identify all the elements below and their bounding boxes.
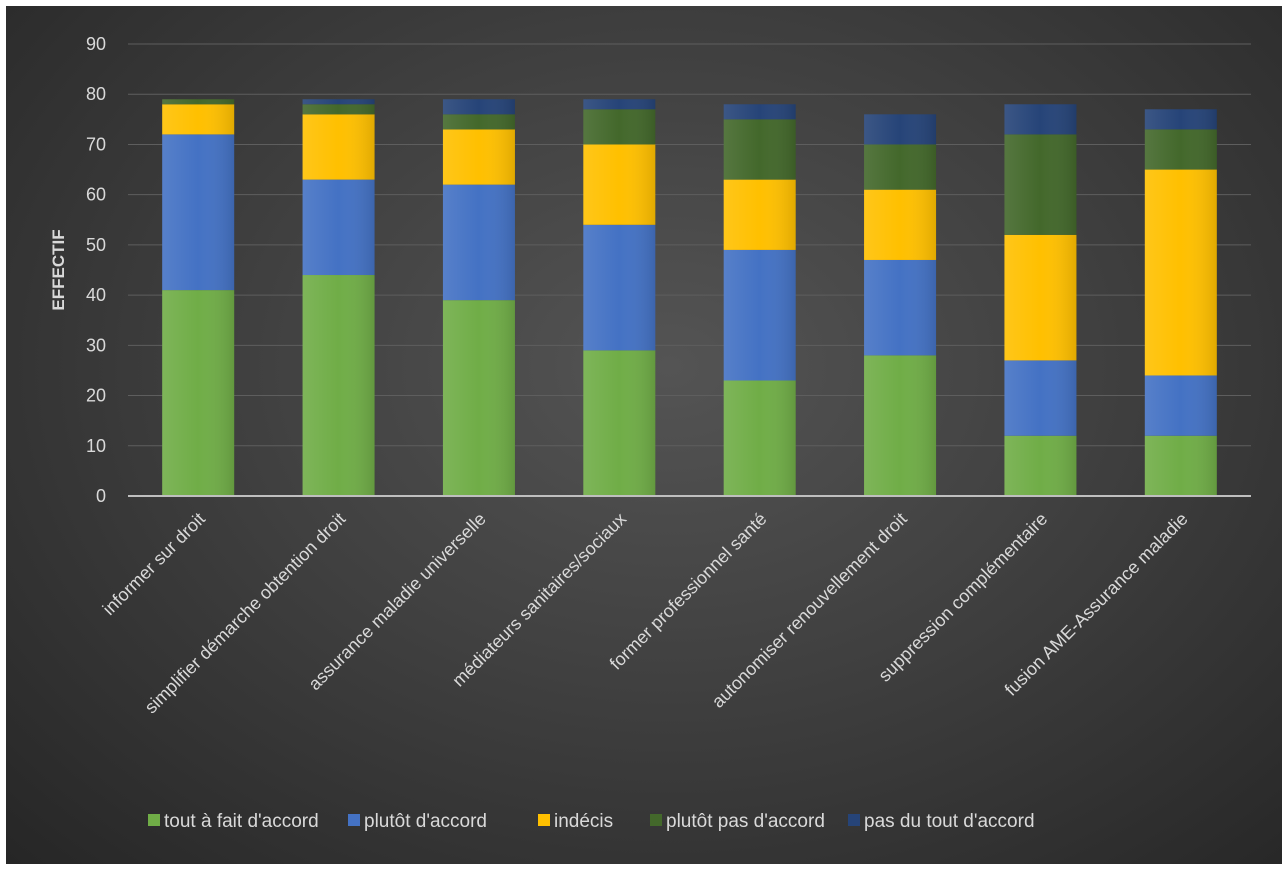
y-tick-label: 40 [86, 285, 106, 305]
bar-segment-shade [302, 99, 375, 105]
y-tick-label: 60 [86, 185, 106, 205]
bar-segment-shade [162, 104, 235, 135]
y-tick-label: 90 [86, 34, 106, 54]
y-tick-label: 50 [86, 235, 106, 255]
bar-segment-shade [302, 275, 375, 496]
bar-segment-shade [583, 350, 656, 496]
legend-swatch [148, 814, 160, 826]
y-tick-label: 80 [86, 84, 106, 104]
chart-area: 0 10 20 30 40 50 60 70 80 90 informer sur droit sim… [6, 6, 1282, 864]
bar-segment-shade [442, 129, 515, 185]
bar-segment-shade [723, 104, 796, 120]
bar-segment-shade [302, 104, 375, 115]
bar-segment-shade [723, 380, 796, 496]
bar-segment-shade [864, 144, 937, 190]
legend: tout à fait d'accord plutôt d'accord indéc… [148, 811, 1035, 832]
y-axis-title: EFFECTIF [49, 229, 68, 310]
bar-segment-shade [583, 109, 656, 145]
bar-segment-shade [583, 144, 656, 225]
bar-segment-shade [864, 259, 937, 356]
bar-segment-shade [864, 189, 937, 260]
bar-segment-shade [1004, 360, 1077, 436]
bar-segment-shade [1144, 375, 1217, 436]
bar-segment-shade [583, 99, 656, 110]
bar-segment-shade [723, 249, 796, 381]
bar-segment-shade [1004, 435, 1077, 496]
legend-swatch [848, 814, 860, 826]
bar-segment-shade [1004, 134, 1077, 235]
bar-segment-shade [442, 300, 515, 496]
bar-segment-shade [442, 99, 515, 115]
legend-swatch [348, 814, 360, 826]
bar-segment-shade [442, 184, 515, 301]
bar-segment-shade [1144, 129, 1217, 170]
bar-segment-shade [864, 355, 937, 496]
bar-segment-shade [723, 179, 796, 250]
y-tick-label: 0 [96, 486, 106, 506]
y-tick-label: 30 [86, 335, 106, 355]
legend-label: tout à fait d'accord [164, 811, 319, 832]
bar-segment-shade [1004, 104, 1077, 135]
x-tick-label: informer sur droit [99, 509, 209, 619]
bar-segment-shade [302, 114, 375, 180]
bars [162, 99, 1217, 496]
y-tick-label: 20 [86, 386, 106, 406]
x-tick-label: suppression complémentaire [874, 509, 1051, 686]
bar-segment-shade [723, 119, 796, 180]
bar-segment-shade [1144, 435, 1217, 496]
legend-label: plutôt pas d'accord [666, 811, 825, 832]
bar-segment-shade [442, 114, 515, 130]
legend-label: plutôt d'accord [364, 811, 487, 832]
bar-segment-shade [1144, 109, 1217, 130]
bar-segment-shade [583, 224, 656, 351]
y-tick-label: 70 [86, 134, 106, 154]
x-tick-label: former professionnel santé [606, 509, 771, 674]
y-tick-label: 10 [86, 436, 106, 456]
legend-swatch [538, 814, 550, 826]
legend-label: pas du tout d'accord [864, 811, 1035, 832]
bar-segment-shade [302, 179, 375, 276]
legend-swatch [650, 814, 662, 826]
bar-segment-shade [162, 99, 235, 105]
gridlines [128, 43, 1251, 447]
bar-segment-shade [162, 290, 235, 496]
bar-segment-shade [1144, 169, 1217, 376]
bar-segment-shade [864, 114, 937, 145]
legend-label: indécis [554, 811, 613, 832]
bar-segment-shade [1004, 234, 1077, 361]
bar-segment-shade [162, 134, 235, 291]
